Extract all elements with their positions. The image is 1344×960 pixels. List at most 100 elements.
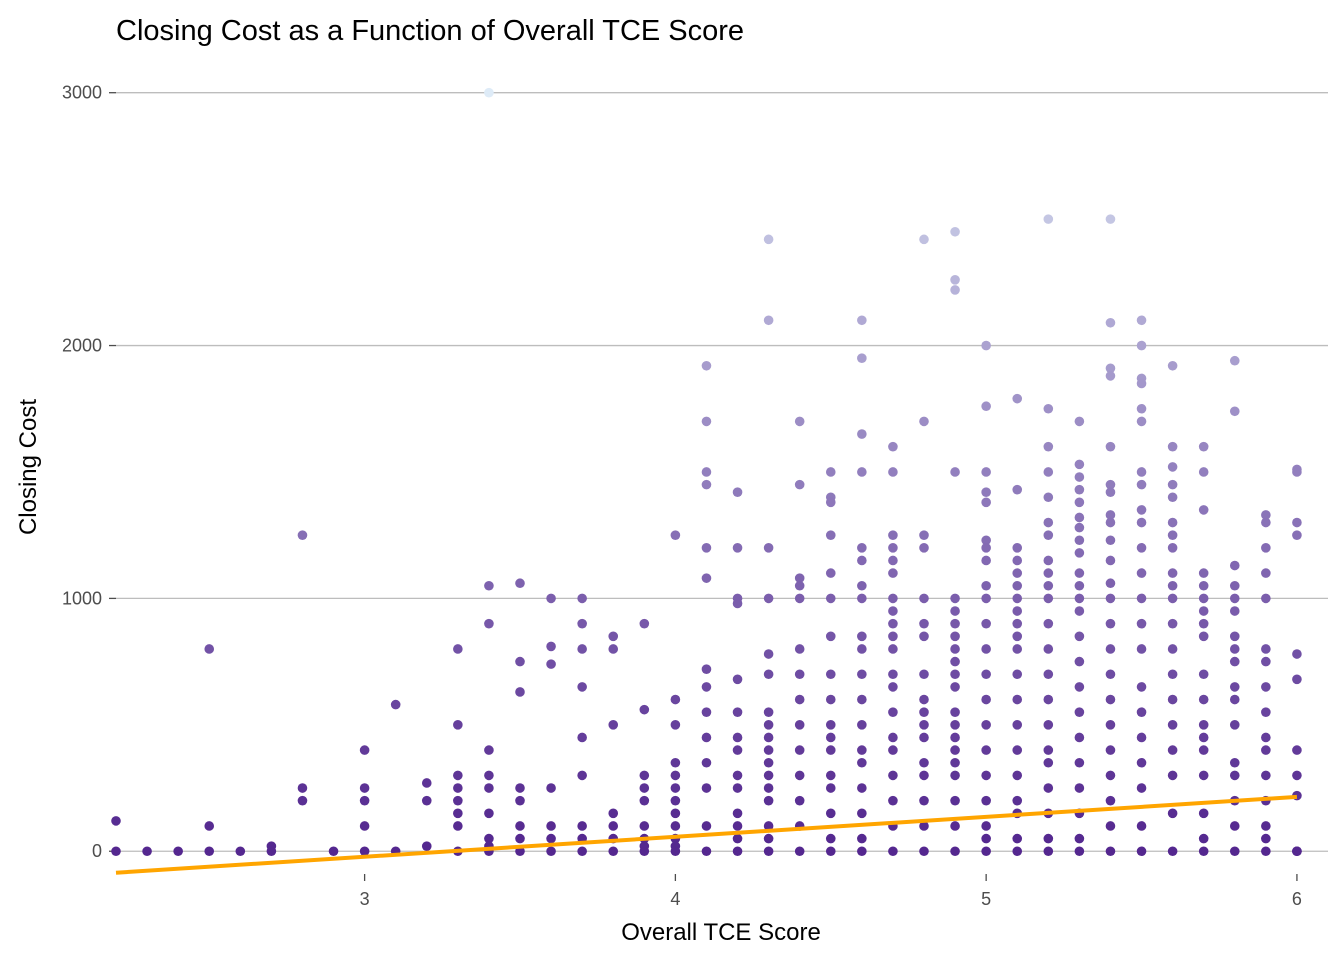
data-point bbox=[981, 593, 991, 604]
data-point bbox=[1229, 694, 1240, 705]
data-point bbox=[1136, 543, 1147, 553]
data-point bbox=[1012, 669, 1023, 680]
data-point bbox=[608, 808, 619, 819]
data-point bbox=[732, 674, 743, 685]
data-point bbox=[1043, 530, 1054, 540]
data-point bbox=[546, 821, 556, 831]
data-point bbox=[484, 783, 494, 793]
data-point bbox=[825, 808, 836, 819]
data-point bbox=[359, 795, 370, 806]
data-point bbox=[950, 467, 960, 477]
y-tick-label: 0 bbox=[92, 841, 102, 861]
data-point bbox=[888, 682, 898, 692]
data-point bbox=[919, 795, 929, 806]
data-point bbox=[1074, 656, 1085, 667]
data-point bbox=[1012, 846, 1023, 857]
data-point bbox=[794, 694, 805, 705]
data-point bbox=[825, 530, 836, 540]
data-point bbox=[204, 821, 215, 831]
data-point bbox=[1105, 517, 1116, 528]
data-point bbox=[1012, 606, 1023, 616]
data-point bbox=[732, 745, 743, 755]
data-point bbox=[981, 580, 991, 591]
data-point bbox=[1261, 656, 1271, 667]
data-point bbox=[857, 580, 867, 591]
data-point bbox=[1167, 669, 1178, 680]
data-point bbox=[546, 783, 556, 793]
data-point bbox=[1198, 770, 1209, 781]
data-point bbox=[1105, 363, 1116, 374]
data-point bbox=[1167, 720, 1178, 730]
data-point bbox=[857, 315, 867, 326]
data-point bbox=[919, 846, 929, 857]
data-point bbox=[1229, 560, 1240, 571]
data-point bbox=[515, 656, 525, 667]
data-point bbox=[359, 783, 370, 793]
data-point bbox=[546, 846, 556, 857]
data-point bbox=[981, 401, 991, 412]
data-point bbox=[1074, 535, 1085, 546]
data-point bbox=[950, 644, 960, 654]
data-point bbox=[1136, 403, 1147, 414]
data-point bbox=[1043, 846, 1054, 857]
data-point bbox=[981, 535, 991, 546]
data-point bbox=[1074, 497, 1085, 508]
data-point bbox=[1043, 555, 1054, 566]
data-point bbox=[919, 618, 929, 629]
x-tick-label: 4 bbox=[670, 889, 680, 909]
data-point bbox=[732, 808, 743, 819]
data-point bbox=[1043, 618, 1054, 629]
data-point bbox=[1043, 833, 1054, 844]
data-point bbox=[981, 795, 991, 806]
data-point bbox=[1105, 669, 1116, 680]
x-tick-label: 3 bbox=[360, 889, 370, 909]
data-point bbox=[515, 783, 525, 793]
data-point bbox=[1167, 462, 1178, 472]
data-point bbox=[1105, 795, 1116, 806]
data-point bbox=[857, 555, 867, 566]
data-point bbox=[1261, 821, 1271, 831]
data-point bbox=[794, 720, 805, 730]
data-point bbox=[1229, 580, 1240, 591]
data-point bbox=[1043, 492, 1054, 503]
gridlines bbox=[116, 92, 1328, 852]
y-axis: 0 1000 2000 3000 bbox=[62, 83, 116, 861]
data-point bbox=[888, 745, 898, 755]
data-point bbox=[1074, 484, 1085, 495]
data-point bbox=[1074, 757, 1085, 768]
data-point bbox=[453, 795, 463, 806]
data-point bbox=[950, 846, 960, 857]
data-point bbox=[732, 543, 743, 553]
data-point bbox=[1261, 510, 1271, 520]
data-point bbox=[670, 530, 681, 540]
data-point bbox=[1167, 568, 1178, 578]
data-point bbox=[1198, 694, 1209, 705]
data-point bbox=[763, 783, 774, 793]
data-point bbox=[1074, 631, 1085, 642]
data-point bbox=[888, 707, 898, 717]
data-point bbox=[1167, 492, 1178, 503]
data-point bbox=[919, 234, 929, 245]
data-point bbox=[1261, 682, 1271, 692]
data-point bbox=[1136, 757, 1147, 768]
data-point bbox=[1261, 732, 1271, 743]
data-point bbox=[919, 770, 929, 781]
data-point bbox=[484, 808, 494, 819]
data-point bbox=[608, 846, 619, 857]
data-point bbox=[608, 821, 619, 831]
data-point bbox=[950, 745, 960, 755]
data-point bbox=[981, 846, 991, 857]
data-point bbox=[453, 808, 463, 819]
data-point bbox=[732, 487, 743, 497]
data-point bbox=[888, 530, 898, 540]
data-point bbox=[1105, 578, 1116, 589]
data-point bbox=[919, 720, 929, 730]
data-point bbox=[1043, 403, 1054, 414]
data-point bbox=[1012, 580, 1023, 591]
data-point bbox=[1261, 644, 1271, 654]
data-point bbox=[1136, 644, 1147, 654]
data-point bbox=[1136, 618, 1147, 629]
data-point bbox=[1136, 479, 1147, 490]
data-point bbox=[701, 573, 712, 583]
data-point bbox=[950, 593, 960, 604]
